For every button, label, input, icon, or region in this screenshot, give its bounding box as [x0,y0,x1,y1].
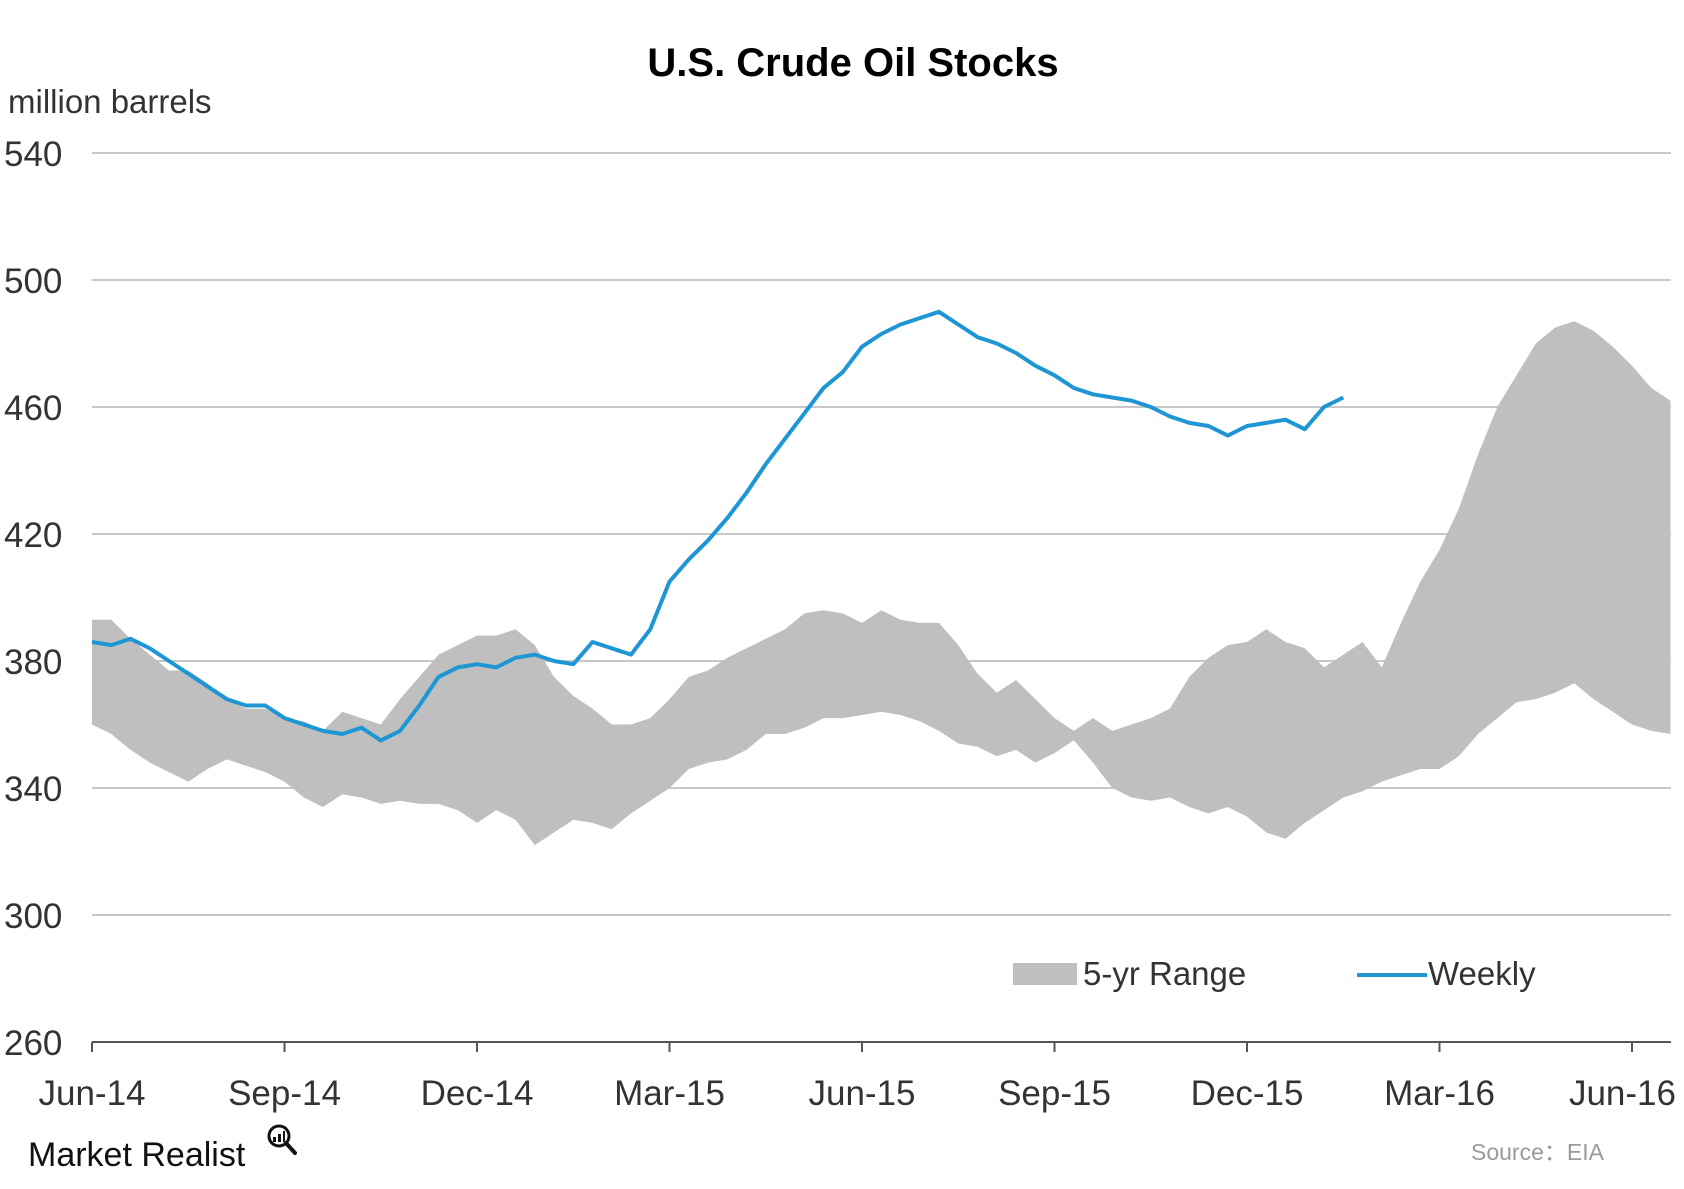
five-year-range-band [92,321,1671,846]
weekly-line [91,309,1345,743]
y-tick-label: 260 [4,1024,62,1063]
x-tick-label: Jun-14 [38,1074,145,1113]
y-axis-unit-label: million barrels [8,83,212,120]
x-tick-label: Sep-15 [998,1074,1111,1113]
x-axis-ticks: Jun-14 Sep-14 Dec-14 Mar-15 Jun-15 Sep-15 Dec-… [38,1074,1676,1113]
market-realist-logo: Market Realist [28,1124,297,1174]
x-tick-label: Dec-15 [1191,1074,1304,1113]
y-tick-label: 460 [4,389,62,428]
x-tick-label: Jun-16 [1569,1074,1676,1113]
legend: 5-yr Range Weekly [1013,955,1536,992]
x-tick-label: Dec-14 [421,1074,534,1113]
x-tick-label: Mar-15 [614,1074,725,1113]
chart-title: U.S. Crude Oil Stocks [647,41,1058,85]
y-tick-label: 380 [4,643,62,682]
x-tick-label: Sep-14 [228,1074,341,1113]
y-tick-label: 500 [4,262,62,301]
x-tick-label: Mar-16 [1384,1074,1495,1113]
y-axis-ticks: 540 500 460 420 380 340 300 260 [4,135,62,1063]
y-tick-label: 420 [4,516,62,555]
legend-label-weekly: Weekly [1428,955,1536,992]
x-axis [91,1041,1671,1052]
y-tick-label: 300 [4,897,62,936]
y-tick-label: 340 [4,770,62,809]
x-tick-label: Jun-15 [808,1074,915,1113]
legend-label-range: 5-yr Range [1083,955,1246,992]
range-band-area [92,321,1671,846]
magnifier-chart-icon [267,1124,297,1155]
legend-swatch-range [1013,963,1077,985]
source-note: Source：EIA [1471,1139,1605,1165]
y-tick-label: 540 [4,135,62,174]
brand-name: Market Realist [28,1136,246,1174]
weekly-series [91,309,1345,743]
